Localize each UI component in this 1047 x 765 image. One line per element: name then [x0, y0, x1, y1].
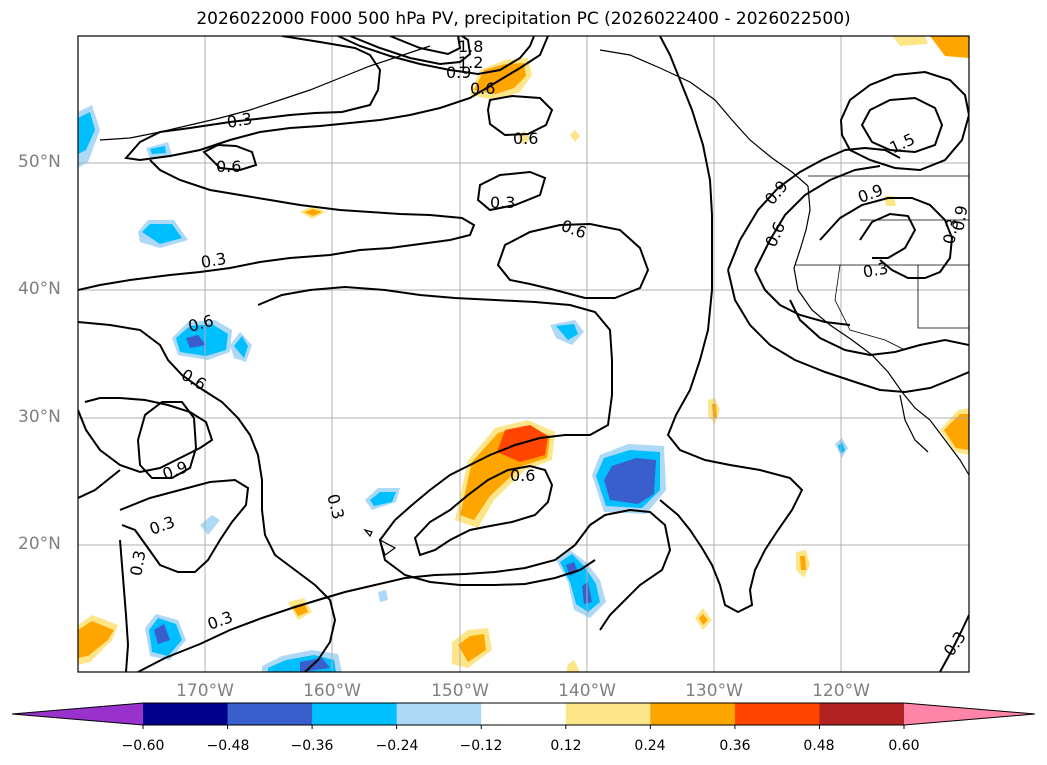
- colorbar-cells: [143, 703, 905, 725]
- colorbar: [11, 702, 1036, 729]
- colorbar-outline: [11, 702, 1036, 726]
- colorbar-tick-label: −0.24: [375, 738, 419, 754]
- lat-label: 50°N: [18, 152, 61, 172]
- contour-label: 0.3: [199, 249, 227, 272]
- coastlines: [99, 45, 969, 556]
- colorbar-cell: [734, 703, 820, 725]
- colorbar-cell: [227, 703, 313, 725]
- colorbar-tick-label: −0.48: [206, 738, 250, 754]
- colorbar-tick-label: −0.12: [459, 738, 503, 754]
- plot-frame: [77, 35, 970, 673]
- contour-label: 1.2: [458, 53, 483, 72]
- lon-label: 130°W: [685, 681, 743, 701]
- contour-label: 0.6: [510, 466, 535, 485]
- lon-label: 150°W: [431, 681, 489, 701]
- colorbar-cell: [565, 703, 651, 725]
- colorbar-ticks: [142, 725, 905, 729]
- colorbar-cell: [143, 703, 229, 725]
- lat-label: 20°N: [18, 534, 61, 554]
- lon-label: 160°W: [303, 681, 361, 701]
- contour-label: 1.8: [458, 37, 483, 56]
- contour-label: 0.3: [126, 549, 149, 577]
- contour-label: 0.3: [490, 193, 515, 212]
- political-borders: [795, 175, 969, 351]
- colorbar-tick-label: 0.36: [719, 738, 751, 754]
- colorbar-cell: [650, 703, 736, 725]
- colorbar-cell: [396, 703, 482, 725]
- lat-label: 40°N: [18, 279, 61, 299]
- colorbar-cell: [481, 703, 567, 725]
- colorbar-tick-label: 0.24: [634, 738, 666, 754]
- colorbar-cell: [312, 703, 398, 725]
- contour-label: 0.6: [216, 157, 241, 176]
- colorbar-cell: [819, 703, 905, 725]
- colorbar-overflow: [904, 703, 1035, 725]
- lon-label: 170°W: [176, 681, 234, 701]
- precip-negative-shading: [78, 105, 848, 672]
- colorbar-tick-label: 0.12: [550, 738, 582, 754]
- pv-contours: [78, 36, 969, 672]
- contour-label: 0.6: [513, 129, 538, 148]
- lon-label: 120°W: [812, 681, 870, 701]
- precip-positive-shading: [78, 36, 969, 672]
- lat-label: 30°N: [18, 407, 61, 427]
- lon-label: 140°W: [558, 681, 616, 701]
- contour-label: 0.9: [446, 63, 471, 82]
- colorbar-tick-label: −0.36: [290, 738, 334, 754]
- contour-label: 0.9: [948, 204, 971, 232]
- colorbar-underflow: [12, 703, 143, 725]
- map-title: 2026022000 F000 500 hPa PV, precipitatio…: [196, 9, 851, 29]
- contour-label: 0.3: [939, 217, 962, 245]
- contour-label: 0.6: [470, 79, 495, 98]
- colorbar-tick-label: 0.60: [888, 738, 920, 754]
- contour-label: 0.3: [861, 258, 889, 281]
- colorbar-tick-label: −0.60: [121, 738, 165, 754]
- contour-label: 0.3: [225, 109, 253, 132]
- colorbar-tick-label: 0.48: [803, 738, 835, 754]
